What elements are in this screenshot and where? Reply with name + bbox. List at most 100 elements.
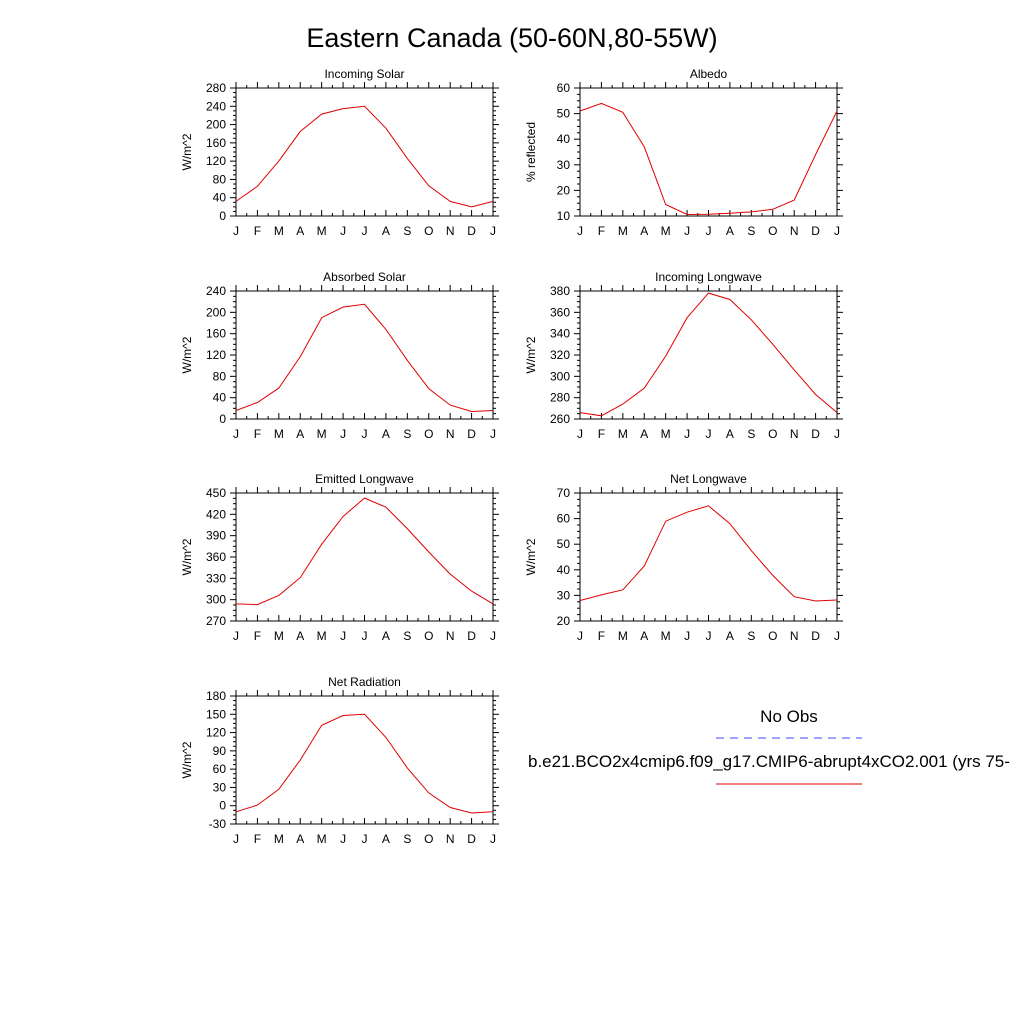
x-tick-label: S: [747, 224, 755, 238]
y-tick-label: 270: [206, 614, 226, 628]
x-tick-label: M: [274, 832, 284, 846]
x-tick-label: M: [274, 224, 284, 238]
x-tick-label: J: [362, 224, 368, 238]
x-tick-label: J: [834, 427, 840, 441]
y-tick-label: 280: [550, 391, 570, 405]
x-tick-label: A: [726, 629, 734, 643]
y-axis-label: W/m^2: [524, 336, 538, 373]
x-tick-label: S: [403, 427, 411, 441]
y-tick-label: 60: [557, 512, 571, 526]
x-tick-label: A: [726, 224, 734, 238]
x-tick-label: M: [661, 629, 671, 643]
y-tick-label: 60: [213, 762, 227, 776]
x-tick-label: J: [362, 629, 368, 643]
x-tick-label: S: [403, 832, 411, 846]
x-tick-label: J: [706, 224, 712, 238]
x-tick-label: M: [618, 427, 628, 441]
y-tick-label: 80: [213, 369, 227, 383]
x-tick-label: J: [490, 629, 496, 643]
x-tick-label: F: [254, 832, 261, 846]
x-tick-label: N: [790, 224, 799, 238]
y-tick-label: 240: [206, 99, 226, 113]
x-tick-label: O: [424, 427, 433, 441]
y-tick-label: 40: [213, 191, 227, 205]
x-tick-label: O: [424, 832, 433, 846]
x-tick-label: N: [446, 427, 455, 441]
y-tick-label: 0: [219, 412, 226, 426]
panel-title: Incoming Longwave: [655, 270, 762, 284]
x-tick-label: S: [747, 427, 755, 441]
y-tick-label: 0: [219, 209, 226, 223]
legend: No Obs b.e21.BCO2x4cmip6.f09_g17.CMIP6-a…: [528, 707, 1010, 785]
x-tick-label: A: [382, 832, 390, 846]
x-tick-label: M: [661, 427, 671, 441]
x-tick-label: A: [296, 427, 304, 441]
x-tick-label: A: [640, 427, 648, 441]
x-tick-label: F: [598, 629, 605, 643]
y-tick-label: 90: [213, 744, 227, 758]
series-line-albedo: [579, 102, 838, 216]
y-tick-label: 40: [557, 563, 571, 577]
y-tick-label: 30: [213, 780, 227, 794]
x-tick-label: O: [768, 427, 777, 441]
plot-frame: [235, 290, 494, 420]
x-tick-label: F: [254, 427, 261, 441]
panel-title: Net Longwave: [670, 472, 747, 486]
x-tick-label: N: [790, 427, 799, 441]
x-tick-label: J: [362, 832, 368, 846]
x-tick-label: N: [446, 832, 455, 846]
y-tick-label: 120: [206, 154, 226, 168]
x-tick-label: O: [768, 629, 777, 643]
y-tick-label: 330: [206, 571, 226, 585]
legend-title: No Obs: [760, 707, 818, 726]
plot-frame: [579, 87, 838, 217]
x-tick-label: J: [233, 427, 239, 441]
y-tick-label: 300: [206, 593, 226, 607]
x-tick-label: M: [618, 224, 628, 238]
y-tick-label: 120: [206, 726, 226, 740]
x-tick-label: F: [254, 629, 261, 643]
x-tick-label: A: [296, 629, 304, 643]
x-tick-label: M: [274, 629, 284, 643]
y-tick-label: 160: [206, 136, 226, 150]
y-axis-label: W/m^2: [180, 741, 194, 778]
y-tick-label: 280: [206, 81, 226, 95]
y-tick-label: 240: [206, 284, 226, 298]
y-tick-label: 380: [550, 284, 570, 298]
x-tick-label: O: [424, 224, 433, 238]
x-tick-label: M: [317, 427, 327, 441]
x-tick-label: D: [467, 629, 476, 643]
x-tick-label: J: [233, 629, 239, 643]
x-tick-label: J: [490, 224, 496, 238]
y-tick-label: 30: [557, 588, 571, 602]
y-tick-label: 200: [206, 305, 226, 319]
x-tick-label: J: [577, 224, 583, 238]
y-axis-label: W/m^2: [180, 336, 194, 373]
y-tick-label: 260: [550, 412, 570, 426]
x-tick-label: J: [490, 427, 496, 441]
series-line-absorbed-solar: [235, 303, 494, 413]
y-tick-label: 420: [206, 507, 226, 521]
y-tick-label: 50: [557, 107, 571, 121]
x-tick-label: M: [661, 224, 671, 238]
y-tick-label: 160: [206, 327, 226, 341]
plot-frame: [579, 492, 838, 622]
series-line-net-longwave: [579, 505, 838, 602]
x-tick-label: S: [403, 629, 411, 643]
panel-title: Incoming Solar: [324, 67, 404, 81]
x-tick-label: J: [340, 629, 346, 643]
series-line-incoming-longwave: [579, 292, 838, 417]
series-line-net-radiation: [235, 713, 494, 814]
x-tick-label: S: [403, 224, 411, 238]
x-tick-label: A: [382, 427, 390, 441]
x-tick-label: J: [340, 832, 346, 846]
y-tick-label: 180: [206, 689, 226, 703]
x-tick-label: J: [577, 427, 583, 441]
y-tick-label: 80: [213, 172, 227, 186]
x-tick-label: D: [467, 427, 476, 441]
y-tick-label: 50: [557, 537, 571, 551]
x-tick-label: D: [467, 832, 476, 846]
y-tick-label: 360: [206, 550, 226, 564]
